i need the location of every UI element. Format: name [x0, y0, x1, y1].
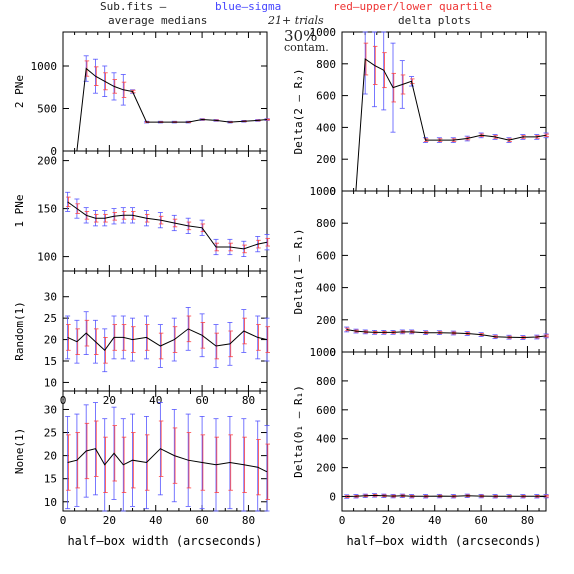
right-3-xtick-label: 0 — [339, 514, 346, 527]
right-2-ytick-label: 600 — [316, 249, 336, 262]
right-2-ytick-label: 0 — [329, 346, 336, 359]
header-blue-text: blue–sigma — [215, 0, 282, 13]
left-4-ylabel: None(1) — [13, 428, 26, 474]
contam-percent: 30% — [284, 27, 318, 45]
right-3-median-line — [346, 494, 547, 497]
right-3-ytick-label: 600 — [316, 404, 336, 417]
header-prefix: Sub.fits – — [100, 0, 167, 13]
right-3-ytick-label: 0 — [329, 491, 336, 504]
left-3-ytick-label: 20 — [44, 334, 57, 347]
right-1-median-line — [346, 58, 547, 192]
left-4-xtick-label: 80 — [242, 514, 255, 527]
left-4-ytick-label: 25 — [44, 427, 57, 440]
header-red-legend: red–upper/lower quartile — [333, 1, 492, 13]
left-column-title: average medians — [108, 14, 208, 27]
left-1-ytick-label: 0 — [50, 145, 57, 158]
right-3-ytick-label: 1000 — [310, 346, 337, 359]
right-3-xtick-label: 20 — [382, 514, 395, 527]
left-1-ytick-label: 1000 — [31, 60, 58, 73]
right-2-ytick-label: 800 — [316, 217, 336, 230]
left-3-xtick-label: 80 — [242, 394, 255, 407]
left-4-xtick-label: 60 — [195, 514, 208, 527]
right-1-ytick-label: 0 — [329, 185, 336, 198]
left-2-ytick-label: 100 — [37, 251, 57, 264]
right-2-median-line — [346, 329, 547, 339]
left-2-median-line — [67, 201, 268, 250]
right-1-ytick-label: 1000 — [310, 26, 337, 39]
left-1-frame — [62, 31, 268, 152]
right-1-ytick-label: 600 — [316, 90, 336, 103]
right-3-xtick-label: 40 — [428, 514, 441, 527]
left-4-ytick-label: 10 — [44, 496, 57, 509]
left-2-ytick-label: 200 — [37, 155, 57, 168]
left-3-ytick-label: 10 — [44, 376, 57, 389]
left-3-ytick-label: 15 — [44, 355, 57, 368]
right-3-ylabel: Delta(0₁ – R₁) — [292, 385, 305, 478]
left-3-ylabel: Random(1) — [13, 301, 26, 361]
left-3-xtick-label: 40 — [149, 394, 162, 407]
left-3-ytick-label: 25 — [44, 312, 57, 325]
left-4-ytick-label: 30 — [44, 403, 57, 416]
left-4-ytick-label: 15 — [44, 473, 57, 486]
left-3-ytick-label: 30 — [44, 291, 57, 304]
left-4-xtick-label: 0 — [60, 514, 67, 527]
right-1-frame — [341, 31, 547, 192]
right-1-ytick-label: 400 — [316, 121, 336, 134]
right-column-title: delta plots — [398, 14, 471, 27]
right-2-ytick-label: 400 — [316, 282, 336, 295]
right-1-ylabel: Delta(2 – R₂) — [292, 68, 305, 154]
left-3-xtick-label: 60 — [195, 394, 208, 407]
left-1-ylabel: 2 PNe — [13, 75, 26, 108]
left-2-ylabel: 1 PNe — [13, 194, 26, 227]
right-2-ytick-label: 200 — [316, 314, 336, 327]
contam-label: contam. — [284, 41, 329, 54]
right-3-ytick-label: 400 — [316, 433, 336, 446]
left-4-median-line — [67, 448, 268, 473]
right-3-xtick-label: 80 — [521, 514, 534, 527]
right-3-ytick-label: 800 — [316, 375, 336, 388]
left-2-ytick-label: 150 — [37, 203, 57, 216]
left-3-median-line — [67, 328, 268, 352]
right-2-frame — [341, 190, 547, 353]
left-1-median-line — [67, 67, 268, 152]
left-1-ytick-label: 500 — [37, 103, 57, 116]
header-blue-legend: blue–sigma — [215, 1, 281, 13]
right-1-ytick-label: 800 — [316, 58, 336, 71]
right-2-ylabel: Delta(1 – R₁) — [292, 228, 305, 314]
right-3-xtick-label: 60 — [474, 514, 487, 527]
left-4-xtick-label: 20 — [103, 514, 116, 527]
left-4-xtick-label: 40 — [149, 514, 162, 527]
trials-note: 21+ trials — [268, 14, 324, 27]
left-4-xlabel: half–box width (arcseconds) — [67, 534, 262, 548]
left-3-xtick-label: 20 — [103, 394, 116, 407]
left-3-frame — [62, 270, 268, 392]
right-3-xlabel: half–box width (arcseconds) — [346, 534, 541, 548]
right-3-frame — [341, 351, 547, 512]
header-red-text: red–upper/lower quartile — [333, 0, 492, 13]
left-4-ytick-label: 20 — [44, 450, 57, 463]
right-1-ytick-label: 200 — [316, 153, 336, 166]
right-2-ytick-label: 1000 — [310, 185, 337, 198]
right-3-ytick-label: 200 — [316, 462, 336, 475]
left-2-frame — [62, 150, 268, 272]
